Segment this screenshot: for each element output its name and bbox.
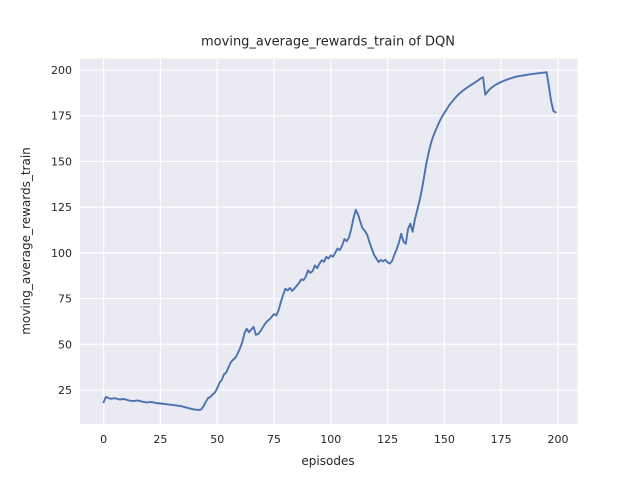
series-line xyxy=(102,71,557,411)
x-tick-label: 175 xyxy=(491,433,512,446)
x-tick-label: 200 xyxy=(547,433,568,446)
x-tick-label: 125 xyxy=(377,433,398,446)
y-tick-label: 125 xyxy=(51,201,72,214)
y-tick-label: 50 xyxy=(58,338,72,351)
y-tick-label: 150 xyxy=(51,155,72,168)
x-axis-label: episodes xyxy=(301,454,355,468)
y-tick-label: 175 xyxy=(51,110,72,123)
x-tick-label: 150 xyxy=(434,433,455,446)
x-tick-label: 0 xyxy=(100,433,107,446)
x-tick-label: 25 xyxy=(153,433,167,446)
x-tick-label: 100 xyxy=(320,433,341,446)
y-tick-label: 75 xyxy=(58,293,72,306)
plot-background xyxy=(80,58,578,424)
x-tick-label: 50 xyxy=(210,433,224,446)
y-tick-label: 100 xyxy=(51,247,72,260)
y-tick-label: 200 xyxy=(51,64,72,77)
y-axis-label: moving_average_rewards_train xyxy=(19,147,33,335)
x-tick-label: 75 xyxy=(267,433,281,446)
chart-title: moving_average_rewards_train of DQN xyxy=(201,34,455,50)
y-tick-label: 25 xyxy=(58,384,72,397)
